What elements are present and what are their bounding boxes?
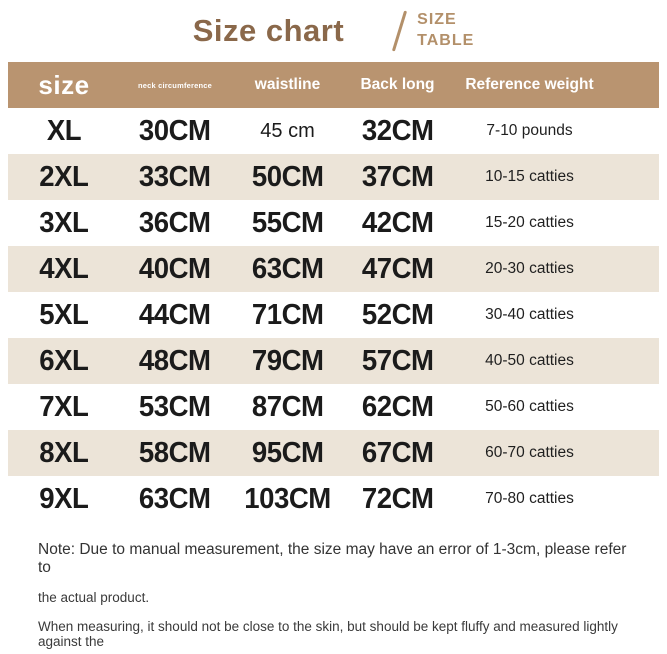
table-row: 2XL 33CM 50CM 37CM 10-15 catties [8,154,659,200]
cell-neck-circumference: 33CM [139,160,211,193]
table-row: 6XL 48CM 79CM 57CM 40-50 catties [8,338,659,384]
cell-neck-circumference: 53CM [139,390,211,423]
cell-size: 4XL [39,252,89,285]
column-header-back-long: Back long [360,76,435,93]
cell-reference-weight: 30-40 catties [485,306,574,323]
table-row: 8XL 58CM 95CM 67CM 60-70 catties [8,430,659,476]
cell-back-long: 67CM [361,436,434,469]
table-row: 7XL 53CM 87CM 62CM 50-60 catties [8,384,659,430]
table-row: XL 30CM 45 cm 32CM 7-10 pounds [8,108,659,154]
page-subtitle-line2: TABLE [417,32,475,49]
cell-reference-weight: 10-15 catties [485,168,574,185]
cell-size: 7XL [39,390,89,423]
cell-reference-weight: 15-20 catties [485,214,574,231]
note-line: the actual product. [38,589,150,605]
cell-neck-circumference: 40CM [139,252,211,285]
table-row: 3XL 36CM 55CM 42CM 15-20 catties [8,200,659,246]
cell-reference-weight: 70-80 catties [485,490,574,507]
table-row: 5XL 44CM 71CM 52CM 30-40 catties [8,292,659,338]
cell-waistline: 87CM [251,390,324,423]
column-header-neck-circumference: neck circumference [137,80,213,90]
cell-reference-weight: 7-10 pounds [486,122,573,139]
table-row: 9XL 63CM 103CM 72CM 70-80 catties [8,476,659,522]
cell-back-long: 42CM [361,206,434,239]
cell-reference-weight: 40-50 catties [485,352,574,369]
page-header: Size chart SIZE TABLE [0,0,667,62]
column-header-waistline: waistline [254,76,321,93]
cell-waistline: 95CM [251,436,324,469]
cell-waistline: 50CM [251,160,324,193]
table-header-row: size neck circumference waistline Back l… [8,62,659,108]
cell-size: 6XL [39,344,89,377]
column-header-size: size [38,69,90,100]
cell-size: 5XL [39,298,89,331]
cell-back-long: 62CM [361,390,434,423]
cell-reference-weight: 60-70 catties [485,444,574,461]
page-title: Size chart [192,13,345,48]
cell-reference-weight: 20-30 catties [485,260,574,277]
cell-back-long: 47CM [361,252,434,285]
note-line: When measuring, it should not be close t… [38,618,618,650]
page-subtitle: SIZE TABLE [417,10,474,52]
cell-waistline: 71CM [251,298,324,331]
cell-size: 2XL [39,160,89,193]
cell-neck-circumference: 58CM [139,436,211,469]
cell-waistline: 55CM [251,206,324,239]
note-line: Note: Due to manual measurement, the siz… [38,541,627,576]
cell-neck-circumference: 36CM [139,206,211,239]
slash-divider-icon [392,10,408,52]
cell-size: XL [46,114,82,147]
cell-waistline: 79CM [251,344,324,377]
cell-size: 9XL [39,482,89,515]
column-header-reference-weight: Reference weight [465,76,594,93]
cell-reference-weight: 50-60 catties [485,398,574,415]
cell-back-long: 32CM [361,114,434,147]
cell-neck-circumference: 44CM [139,298,211,331]
cell-back-long: 72CM [361,482,434,515]
cell-neck-circumference: 48CM [139,344,211,377]
size-table: size neck circumference waistline Back l… [8,62,659,522]
cell-back-long: 57CM [361,344,434,377]
page-subtitle-line1: SIZE [417,11,457,29]
cell-waistline: 103CM [244,482,331,515]
table-row: 4XL 40CM 63CM 47CM 20-30 catties [8,246,659,292]
cell-neck-circumference: 63CM [139,482,211,515]
cell-back-long: 37CM [361,160,434,193]
table-body: XL 30CM 45 cm 32CM 7-10 pounds 2XL 33CM … [8,108,659,522]
cell-size: 8XL [39,436,89,469]
notes-section: Note: Due to manual measurement, the siz… [38,541,637,654]
cell-back-long: 52CM [361,298,434,331]
cell-waistline: 45 cm [260,119,315,142]
cell-neck-circumference: 30CM [139,114,211,147]
cell-waistline: 63CM [251,252,324,285]
cell-size: 3XL [39,206,89,239]
